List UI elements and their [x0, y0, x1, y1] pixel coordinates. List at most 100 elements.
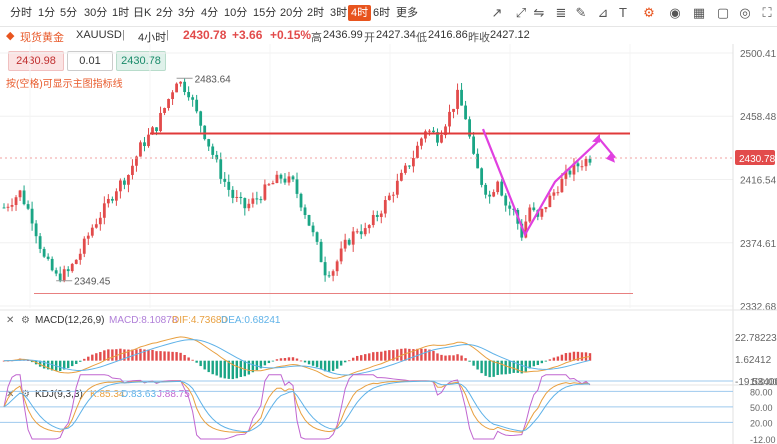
timeframe-1[interactable]: 1分 [38, 7, 56, 19]
settings-icon[interactable]: ⚙ [643, 5, 655, 20]
macd-histogram-bar [223, 360, 226, 379]
timeframe-6[interactable]: 2分 [156, 7, 174, 19]
macd-histogram-bar [123, 349, 126, 361]
macd-histogram-bar [564, 353, 568, 361]
template-icon[interactable]: ▦ [692, 5, 706, 20]
candle-body [110, 198, 114, 201]
candle-body [343, 239, 347, 249]
timeframe-15[interactable]: 6时 [373, 7, 391, 19]
ray-icon[interactable]: ⤢ [515, 5, 527, 20]
macd-histogram-bar [440, 354, 443, 361]
projection-arrowhead-2 [592, 133, 600, 143]
macd-histogram-bar [404, 348, 407, 361]
timeframe-0[interactable]: 分时 [10, 7, 32, 19]
kdj-close-icon[interactable]: ✕ [6, 389, 15, 400]
candle-body [231, 189, 235, 198]
macd-histogram-bar [147, 349, 150, 361]
kdj-j-line [3, 374, 591, 440]
candle-body [18, 190, 22, 198]
macd-histogram-bar [576, 351, 580, 361]
timeframe-11[interactable]: 20分 [280, 7, 304, 19]
symbol-info-bar: ◆ 现货黄金 XAUUSD | 4小时 | 2430.78 +3.66 +0.1… [0, 26, 777, 44]
timeframe-7[interactable]: 3分 [178, 7, 196, 19]
timeframe-2[interactable]: 5分 [60, 7, 78, 19]
period-label[interactable]: 4小时 [138, 32, 167, 44]
candle-body [351, 231, 355, 245]
horizontal-line-icon[interactable]: ⇋ [533, 5, 545, 20]
timeframe-16[interactable]: 更多 [396, 7, 418, 19]
kdj-settings-icon[interactable]: ⚙ [21, 389, 30, 400]
timeframe-13[interactable]: 3时 [330, 7, 348, 19]
timeframe-14[interactable]: 4时 [348, 5, 372, 21]
macd-histogram-bar [376, 351, 379, 361]
kdj-tick-3: 20.00 [750, 418, 773, 428]
macd-histogram-bar [263, 360, 267, 366]
macd-histogram-bar [580, 352, 584, 361]
timeframe-9[interactable]: 10分 [224, 7, 248, 19]
macd-histogram-bar [22, 359, 26, 361]
macd-settings-icon[interactable]: ⚙ [21, 315, 30, 326]
timeframe-3[interactable]: 30分 [84, 7, 108, 19]
macd-histogram-bar [444, 355, 447, 361]
macd-histogram-bar [42, 360, 46, 369]
candle-body [488, 194, 492, 197]
symbol-name[interactable]: 现货黄金 [20, 32, 64, 44]
macd-histogram-bar [18, 358, 22, 361]
macd-value: MACD:8.10878 [109, 315, 178, 326]
divider-icon-2: | [166, 29, 169, 41]
macd-histogram-bar [484, 360, 487, 376]
buy-price-box[interactable]: 2430.78 [116, 51, 166, 71]
macd-histogram-bar [392, 350, 395, 361]
brush-icon[interactable]: ✎ [575, 5, 587, 20]
candle-body [548, 195, 552, 208]
macd-dea-line [3, 339, 591, 376]
macd-histogram-bar [368, 353, 371, 361]
dea-value: DEA:0.68241 [221, 315, 281, 326]
prev-close-label: 昨收 [468, 32, 490, 44]
macd-histogram-bar [119, 348, 122, 361]
camera-icon[interactable]: ◎ [739, 5, 751, 20]
text-icon[interactable]: T [619, 5, 627, 20]
macd-histogram-bar [283, 358, 287, 361]
candle-body [588, 158, 592, 163]
trendline-icon[interactable]: ↗ [491, 5, 503, 20]
layout-icon[interactable]: ▢ [716, 5, 730, 20]
candle-body [195, 99, 199, 112]
macd-histogram-bar [255, 360, 259, 371]
timeframe-4[interactable]: 1时 [112, 7, 130, 19]
macd-histogram-bar [159, 351, 162, 361]
timeframe-12[interactable]: 2时 [307, 7, 325, 19]
symbol-code[interactable]: XAUUSD [76, 29, 122, 41]
fullscreen-icon[interactable]: ⛶ [762, 5, 772, 20]
candle-body [34, 223, 38, 237]
timeframe-5[interactable]: 日K [133, 7, 152, 19]
macd-histogram-bar [384, 350, 387, 361]
price-tick-2: 2416.54 [740, 176, 777, 187]
candle-body [556, 192, 560, 194]
ruler-icon[interactable]: ⊿ [597, 5, 609, 20]
macd-close-icon[interactable]: ✕ [6, 315, 15, 326]
candle-body [411, 158, 415, 167]
quantity-input[interactable]: 0.01 [67, 51, 113, 71]
macd-histogram-bar [279, 358, 283, 361]
macd-histogram-bar [460, 355, 463, 361]
macd-histogram-bar [452, 355, 455, 361]
macd-histogram-bar [99, 352, 102, 361]
sell-price-box[interactable]: 2430.98 [8, 51, 64, 71]
macd-histogram-bar [588, 353, 592, 361]
candle-body [500, 181, 504, 196]
candle-body [118, 180, 122, 192]
candle-body [26, 204, 30, 209]
candle-body [86, 235, 90, 239]
fib-icon[interactable]: ≣ [555, 5, 567, 20]
macd-histogram-bar [556, 356, 560, 361]
macd-histogram-bar [91, 354, 94, 361]
candle-body [82, 238, 86, 254]
candle-body [70, 263, 74, 272]
macd-histogram-bar [139, 348, 142, 361]
macd-histogram-bar [412, 349, 415, 361]
timeframe-8[interactable]: 4分 [201, 7, 219, 19]
eye-icon[interactable]: ◉ [669, 5, 681, 20]
timeframe-10[interactable]: 15分 [253, 7, 277, 19]
macd-histogram-bar [568, 352, 572, 361]
